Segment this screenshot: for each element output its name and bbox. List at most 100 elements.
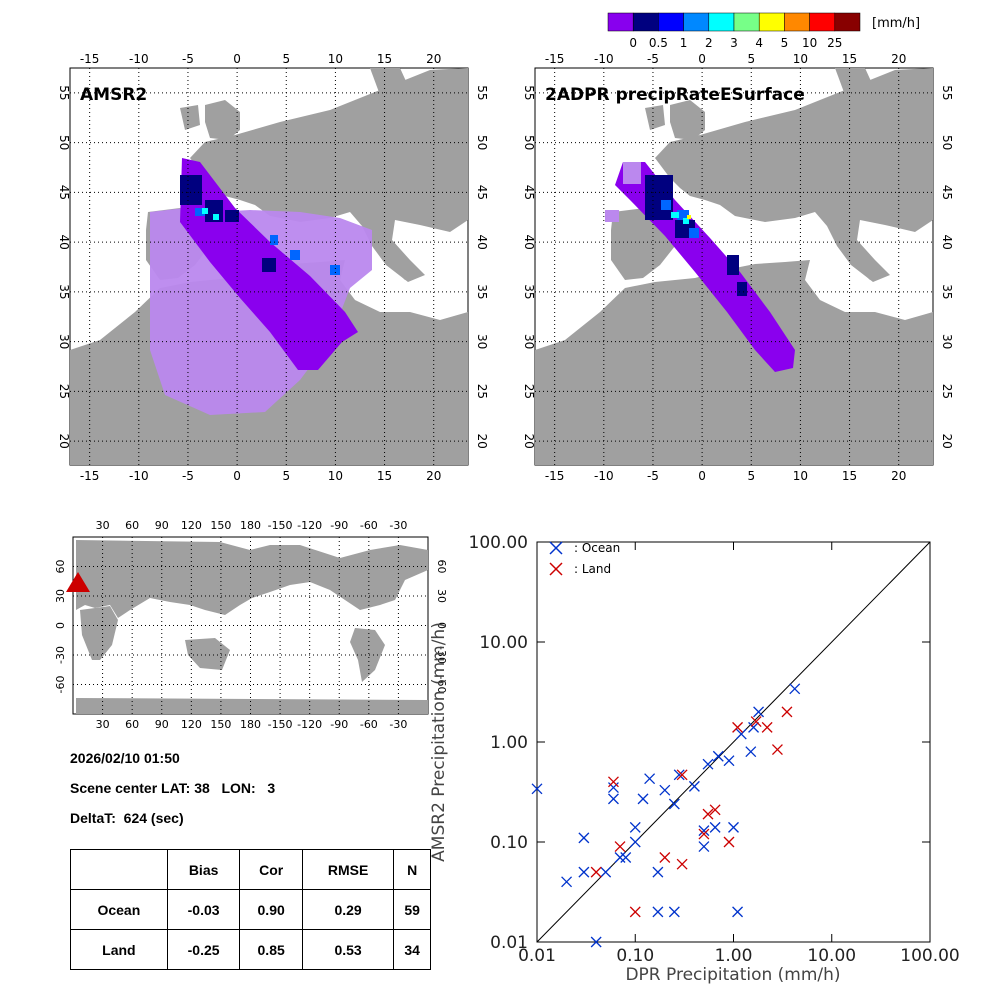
lat-tick-label: 25 (522, 384, 536, 399)
lon-tick-label: 20 (426, 52, 441, 66)
scatter-point (614, 841, 626, 853)
lon-tick-label: -90 (330, 519, 348, 532)
lon-tick-label: 60 (125, 718, 139, 731)
lon-tick-label: 15 (377, 52, 392, 66)
x-axis-ticks: 0.01 0.10 1.00 10.00 100.00 (518, 542, 960, 966)
precip-dpr-heavy (645, 175, 747, 296)
scatter-point (698, 825, 710, 837)
scatter-point (702, 758, 714, 770)
scatter-point (561, 876, 573, 888)
lat-tick-label: 50 (57, 135, 71, 150)
lat-tick-label: 25 (475, 384, 489, 399)
scatter-point (652, 906, 664, 918)
lat-tick-label: 50 (940, 135, 954, 150)
delta-t: DeltaT: 624 (sec) (70, 810, 184, 826)
lon-tick-label: -150 (268, 519, 293, 532)
lon-tick-label: -15 (80, 52, 100, 66)
scatter-point (659, 852, 671, 863)
precip-amsr2-heavy (180, 175, 276, 272)
scene-location-marker (66, 572, 90, 592)
table-cell: 0.53 (301, 929, 395, 970)
scatter-point (607, 776, 619, 788)
colorbar-label: 1 (680, 36, 688, 50)
scatter-point (629, 906, 641, 918)
lon-tick-label: -5 (647, 52, 659, 66)
table-header-cell: Cor (239, 849, 303, 890)
colorbar-label: 0 (629, 36, 637, 50)
lon-tick-label: 5 (282, 52, 290, 66)
colorbar-swatch (784, 12, 810, 32)
scene-center: Scene center LAT: 38 LON: 3 (70, 780, 276, 796)
grid-lines (73, 537, 428, 714)
lon-tick-label: -10 (594, 469, 614, 483)
lat-tick-label: 45 (522, 185, 536, 200)
lat-tick-label: -60 (435, 676, 448, 694)
table-cell: Land (70, 929, 168, 970)
table-cell: 34 (393, 929, 431, 970)
y-tick-label: 1.00 (490, 733, 528, 753)
lon-tick-label: -15 (80, 469, 100, 483)
lon-tick-label: 10 (328, 52, 343, 66)
lon-tick-label: 0 (233, 52, 241, 66)
scatter-point (629, 821, 641, 833)
lat-tick-label: 40 (57, 234, 71, 249)
lon-tick-label: 120 (181, 718, 202, 731)
stats-table: Bias Cor RMSE N Ocean -0.03 0.90 0.29 59… (70, 849, 431, 970)
scatter-point (600, 866, 612, 878)
table-header-cell: Bias (166, 849, 241, 890)
colorbar-label: 10 (802, 36, 817, 50)
scatter-point (637, 793, 649, 805)
lat-tick-label: 20 (522, 433, 536, 448)
lat-tick-label: 30 (475, 334, 489, 349)
lat-tick-label: 35 (940, 284, 954, 299)
precip-amsr2-cyan (202, 208, 219, 220)
scatter-point (732, 721, 744, 733)
colorbar-swatch (708, 12, 735, 32)
y-tick-label: 10.00 (479, 633, 528, 653)
colorbar-swatch (733, 12, 760, 32)
scatter-point (590, 936, 602, 948)
legend-marker (549, 541, 563, 555)
lon-tick-label: 15 (377, 469, 392, 483)
y-axis-label: AMSR2 Precipitation (mm/h) (429, 622, 449, 862)
lat-tick-label: 0 (54, 622, 67, 629)
colorbar-swatch (683, 12, 710, 32)
lon-tick-label: 0 (698, 52, 706, 66)
scatter-point (659, 784, 671, 796)
scatter-point (698, 828, 710, 840)
axis-ticks: 30 30 60 60 90 90 120 120 150 150 180 180 -150 -150 -1… (54, 519, 448, 731)
lat-tick-label: 20 (57, 433, 71, 448)
lon-tick-label: 20 (891, 52, 906, 66)
scatter-point (761, 721, 773, 733)
scatter-point (698, 841, 710, 853)
lat-tick-label: 25 (57, 384, 71, 399)
x-tick-label: 0.01 (518, 946, 556, 966)
table-header-cell: RMSE (301, 849, 395, 890)
legend: : Ocean: Land (549, 541, 620, 576)
table-cell: 0.29 (301, 889, 395, 930)
colorbar-label: 0.5 (649, 36, 668, 50)
lon-tick-label: -150 (268, 718, 293, 731)
lat-tick-label: 40 (475, 234, 489, 249)
colorbar-labels: 0 0.5 1 2 3 4 5 10 25 (629, 36, 842, 50)
scatter-point (781, 706, 793, 718)
legend-label: : Land (574, 562, 611, 576)
lon-tick-label: -5 (182, 469, 194, 483)
lon-tick-label: -10 (129, 469, 149, 483)
table-cell: Ocean (70, 889, 168, 930)
lat-tick-label: 55 (522, 85, 536, 100)
table-header-cell: N (393, 849, 431, 890)
precip-dpr-light (605, 162, 641, 222)
lat-tick-label: 50 (475, 135, 489, 150)
lon-tick-label: 10 (328, 469, 343, 483)
lon-tick-label: 30 (96, 519, 110, 532)
lon-tick-label: 15 (842, 469, 857, 483)
lat-tick-label: 55 (940, 85, 954, 100)
scatter-point (728, 821, 739, 833)
scatter-point (652, 866, 664, 878)
x-tick-label: 1.00 (715, 946, 753, 966)
scatter-point (748, 721, 760, 733)
lon-tick-label: -60 (360, 519, 378, 532)
